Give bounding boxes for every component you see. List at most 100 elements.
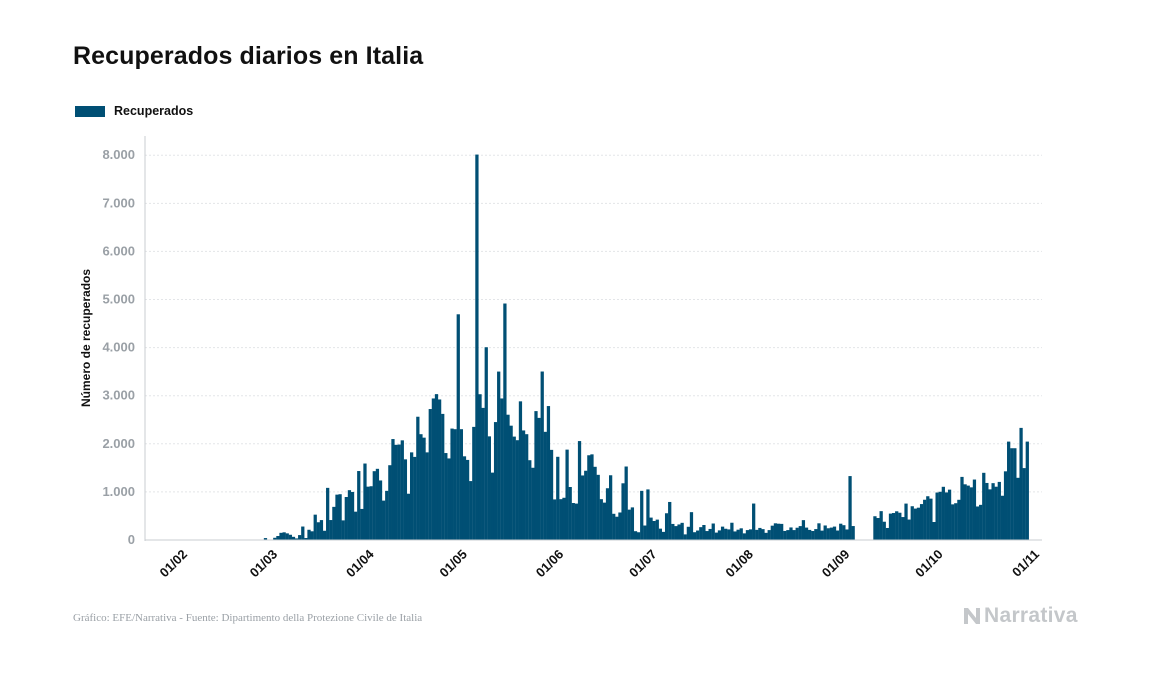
bar [546,406,551,540]
bar [664,513,669,540]
bar [960,476,964,540]
bar [891,513,896,540]
bar [985,482,989,540]
bar [465,459,470,540]
bar [273,537,277,540]
bar [447,458,451,540]
bar [1010,448,1014,540]
bar [910,506,914,540]
bar [643,525,647,540]
bar [888,513,893,540]
bar [372,471,376,540]
bar [397,444,401,540]
bar [780,523,784,540]
bar [568,486,572,540]
x-tick-label: 01/02 [157,547,191,581]
bar [1025,441,1029,540]
y-tick-label: 4.000 [102,340,135,355]
bar [913,508,917,540]
bar [652,521,656,540]
bar [696,530,700,540]
bar [969,487,973,540]
bar [982,472,986,540]
bar [957,499,961,540]
chart-title: Recuperados diarios en Italia [73,42,424,70]
y-tick-label: 0 [128,532,135,547]
bar [699,527,703,540]
bar [406,493,411,540]
bar [437,399,442,540]
bar [832,526,837,540]
bar [671,523,675,540]
bar [1003,471,1008,540]
bar [481,407,485,540]
bar [714,532,718,540]
x-tick-label: 01/11 [1009,547,1042,580]
bar [282,532,286,540]
bar [350,491,355,540]
bar [375,468,380,540]
bar [279,532,283,540]
bar [717,530,722,540]
bar [409,452,414,540]
bar [851,526,855,540]
bar [988,489,992,540]
bar [459,429,464,540]
brand-logo: Narrativa [962,604,1078,628]
bar [739,528,743,540]
bar [590,454,594,540]
bar [845,529,849,540]
bar [798,526,802,540]
bar [951,504,955,540]
bar [926,496,930,540]
bar [829,527,834,540]
bar [478,394,482,540]
bar [708,528,712,540]
bar [310,531,314,540]
bar [419,434,423,540]
bar [898,512,902,540]
bar [363,463,367,540]
bar [935,492,939,540]
bar [602,502,607,540]
x-tick-label: 01/03 [247,547,281,581]
bar [640,490,644,540]
bar [509,425,513,540]
bar [783,530,787,540]
bar [752,503,756,540]
bar [711,523,715,540]
bar [795,527,799,540]
bar [528,460,532,540]
y-tick-label: 5.000 [102,292,135,307]
bar [705,531,709,540]
x-axis-ticks: 01/02 01/03 01/04 01/05 01/06 01/07 01/08 01/09… [157,546,1043,580]
bar [565,449,569,540]
bar [366,486,370,540]
bar [776,523,781,540]
bar [298,535,302,540]
bar [789,527,793,540]
bar [382,500,386,540]
bar [786,530,790,540]
bar [680,522,684,540]
bar [285,533,289,540]
bar [556,456,560,540]
bar [543,431,547,540]
bar [612,513,616,540]
bar [319,520,324,540]
bar [882,521,886,540]
bar [403,459,408,540]
bar [521,430,526,540]
bar [559,499,563,540]
bar [677,524,681,540]
bar [444,453,448,540]
bar [469,481,473,540]
bar [907,519,911,540]
x-tick-label: 01/09 [819,547,853,581]
bar [599,499,603,540]
bar [966,485,970,540]
bar [596,474,600,540]
x-tick-label: 01/10 [912,547,946,581]
bar [758,527,762,540]
bar [895,511,899,540]
